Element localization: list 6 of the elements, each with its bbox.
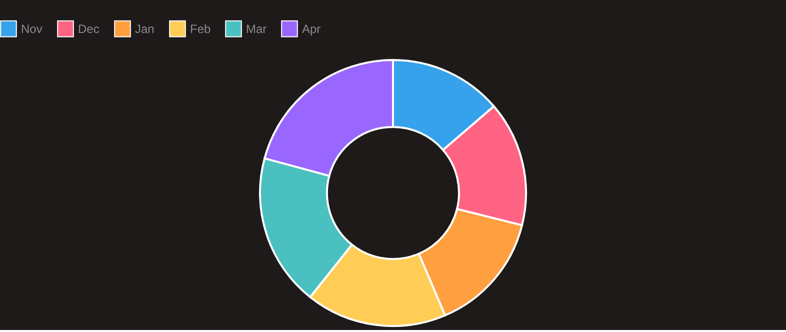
legend-label: Jan <box>135 22 154 36</box>
legend-label: Mar <box>246 22 267 36</box>
legend-label: Apr <box>302 22 321 36</box>
legend-label: Dec <box>78 22 100 36</box>
legend-label: Feb <box>190 22 212 36</box>
legend-label: Nov <box>21 22 42 36</box>
